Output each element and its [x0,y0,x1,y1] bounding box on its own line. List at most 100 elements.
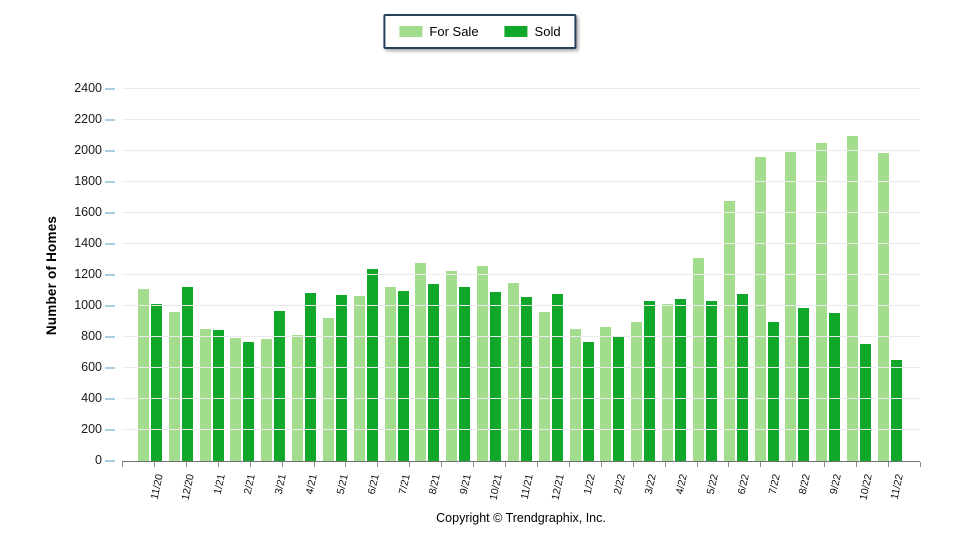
x-axis-tick [760,462,762,467]
x-tick-label-text: 3/21 [273,473,290,496]
x-tick-label-text: 10/22 [857,473,875,502]
bar-sold [551,294,563,461]
bar-for-sale [754,157,766,461]
y-axis-tick [105,398,115,400]
bar-for-sale [600,326,612,461]
gridline [122,305,920,306]
x-tick-label-text: 2/21 [242,473,259,496]
legend-swatch-for-sale [399,26,423,37]
x-axis-tick [122,462,123,467]
bar-for-sale [477,265,489,461]
x-tick-label-text: 11/20 [148,473,166,501]
bar-group-4-22: 4/22 [662,299,690,495]
y-axis-tick [105,243,115,245]
bar-group-9-21: 9/21 [446,271,474,495]
bar-sold [305,292,317,461]
bar-for-sale [261,338,273,461]
bar-for-sale [631,322,643,461]
bar-group-12-21: 12/21 [538,294,567,501]
legend-item-sold: Sold [504,24,561,39]
x-tick-label-text: 12/21 [549,473,567,502]
bar-group-11-21: 11/21 [507,282,536,500]
y-tick-label: 800 [81,329,102,343]
bar-for-sale [507,282,519,461]
legend-label-for-sale: For Sale [429,24,479,39]
x-axis-tick [696,462,698,467]
x-tick-label-text: 9/22 [827,473,844,496]
x-axis-tick [377,462,379,467]
bar-sold [490,292,502,461]
y-tick-label: 600 [81,360,102,374]
bar-group-3-22: 3/22 [631,301,659,495]
x-tick-label-text: 8/21 [427,473,444,496]
gridline [122,119,920,120]
bar-sold [644,301,656,461]
gridline [122,181,920,182]
x-tick-label-text: 1/21 [211,473,228,496]
gridline [122,367,920,368]
x-axis-tick [664,462,666,467]
gridline [122,88,920,89]
bar-for-sale [723,200,735,461]
bar-sold [428,283,440,461]
x-tick-label-text: 11/22 [888,473,906,501]
x-axis-tick [473,462,475,467]
x-tick-label-text: 6/22 [735,473,752,496]
x-tick-label-text: 12/20 [179,473,197,502]
bar-group-6-21: 6/21 [353,268,382,495]
x-axis-tick [281,462,283,467]
y-axis-tick [105,336,115,338]
bar-group-2-22: 2/22 [600,326,628,495]
x-axis-tick [185,462,187,467]
bar-for-sale [353,295,365,461]
bar-for-sale [847,136,859,461]
bar-for-sale [230,337,242,461]
gridline [122,150,920,151]
x-axis-tick [441,462,443,467]
bar-group-3-21: 3/21 [261,311,289,495]
x-tick-label-text: 5/21 [334,473,351,496]
x-axis-tick [792,462,794,467]
bar-for-sale [322,317,334,461]
y-tick-label: 2400 [74,81,102,95]
x-tick-label-text: 7/22 [766,473,783,496]
x-axis-tick [409,462,411,467]
bar-group-7-21: 7/21 [384,286,412,495]
bar-sold [675,299,687,461]
y-tick-label: 1200 [74,267,102,281]
bar-group-5-22: 5/22 [692,257,721,495]
x-axis-tick [249,462,251,467]
x-tick-label-text: 4/22 [673,473,690,496]
x-axis-tick [536,462,538,467]
bar-sold [243,341,255,461]
x-tick-label-text: 8/22 [797,473,814,496]
x-axis-tick [217,462,219,467]
x-tick-label-text: 7/21 [396,473,413,496]
bar-group-1-21: 1/21 [199,329,227,495]
y-axis-tick [105,181,115,183]
bar-sold [151,304,162,461]
bar-sold [736,293,748,461]
x-tick-label-text: 10/21 [487,473,505,502]
y-tick-label: 2200 [74,112,102,126]
y-tick-label: 200 [81,422,102,436]
y-axis-tick [105,429,115,431]
bar-for-sale [446,271,458,461]
y-tick-label: 2000 [74,143,102,157]
x-axis-tick [920,462,921,467]
gridline [122,429,920,430]
bar-group-2-21: 2/21 [230,337,258,495]
y-axis-tick [105,212,115,214]
y-axis-tick [105,88,115,90]
x-axis-tick [153,462,155,467]
legend-label-sold: Sold [534,24,561,39]
x-axis-tick [632,462,634,467]
bar-sold [890,360,902,461]
bar-group-6-22: 6/22 [723,200,751,495]
bar-sold [366,268,378,461]
x-axis-tick [568,462,570,467]
bar-sold [459,286,471,461]
bar-for-sale [138,288,149,461]
y-axis-tick [105,119,115,121]
x-axis-tick [888,462,890,467]
